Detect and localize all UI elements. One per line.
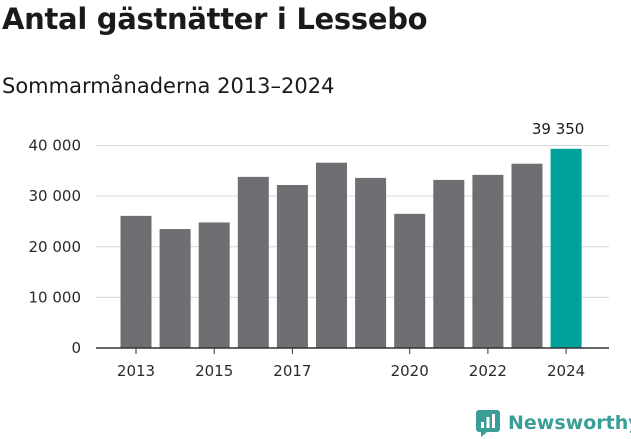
bar-2017 [276, 184, 308, 348]
y-tick-label: 20 000 [29, 238, 82, 256]
bar-2015 [198, 222, 230, 348]
y-axis-ticks: 0 10 000 20 000 30 000 40 000 [29, 137, 82, 358]
bar-2022 [472, 174, 504, 348]
chart-title: Antal gästnätter i Lessebo [2, 2, 428, 36]
highlight-value-label: 39 350 [532, 120, 585, 138]
y-tick-label: 30 000 [29, 187, 82, 205]
x-tick-label: 2015 [195, 362, 233, 380]
x-tick-label: 2017 [273, 362, 311, 380]
x-tick-label: 2013 [117, 362, 155, 380]
y-tick-label: 10 000 [29, 288, 82, 306]
y-tick-label: 0 [71, 339, 81, 357]
bar-2021 [433, 179, 465, 348]
bar-2014 [159, 229, 191, 348]
brand-name: Newsworthy [508, 412, 631, 434]
x-tick-label: 2020 [391, 362, 429, 380]
chart-subtitle: Sommarmånaderna 2013–2024 [2, 74, 335, 98]
bar-chart-logo-icon [476, 409, 500, 437]
bar-2016 [237, 176, 269, 348]
bars [120, 148, 582, 348]
bar-2020 [394, 213, 426, 348]
data-labels: 39 350 [532, 120, 585, 138]
x-tick-label: 2024 [547, 362, 585, 380]
y-tick-label: 40 000 [29, 137, 82, 155]
bar-2024 [550, 148, 582, 348]
bar-2018 [316, 162, 347, 348]
x-tick-label: 2022 [469, 362, 507, 380]
newsworthy-logo: Newsworthy [476, 407, 631, 439]
bar-2023 [511, 163, 543, 348]
x-axis-ticks: 2013 2015 2017 2020 2022 2024 [117, 348, 585, 380]
bar-2013 [120, 215, 152, 348]
bar-2019 [355, 177, 387, 348]
